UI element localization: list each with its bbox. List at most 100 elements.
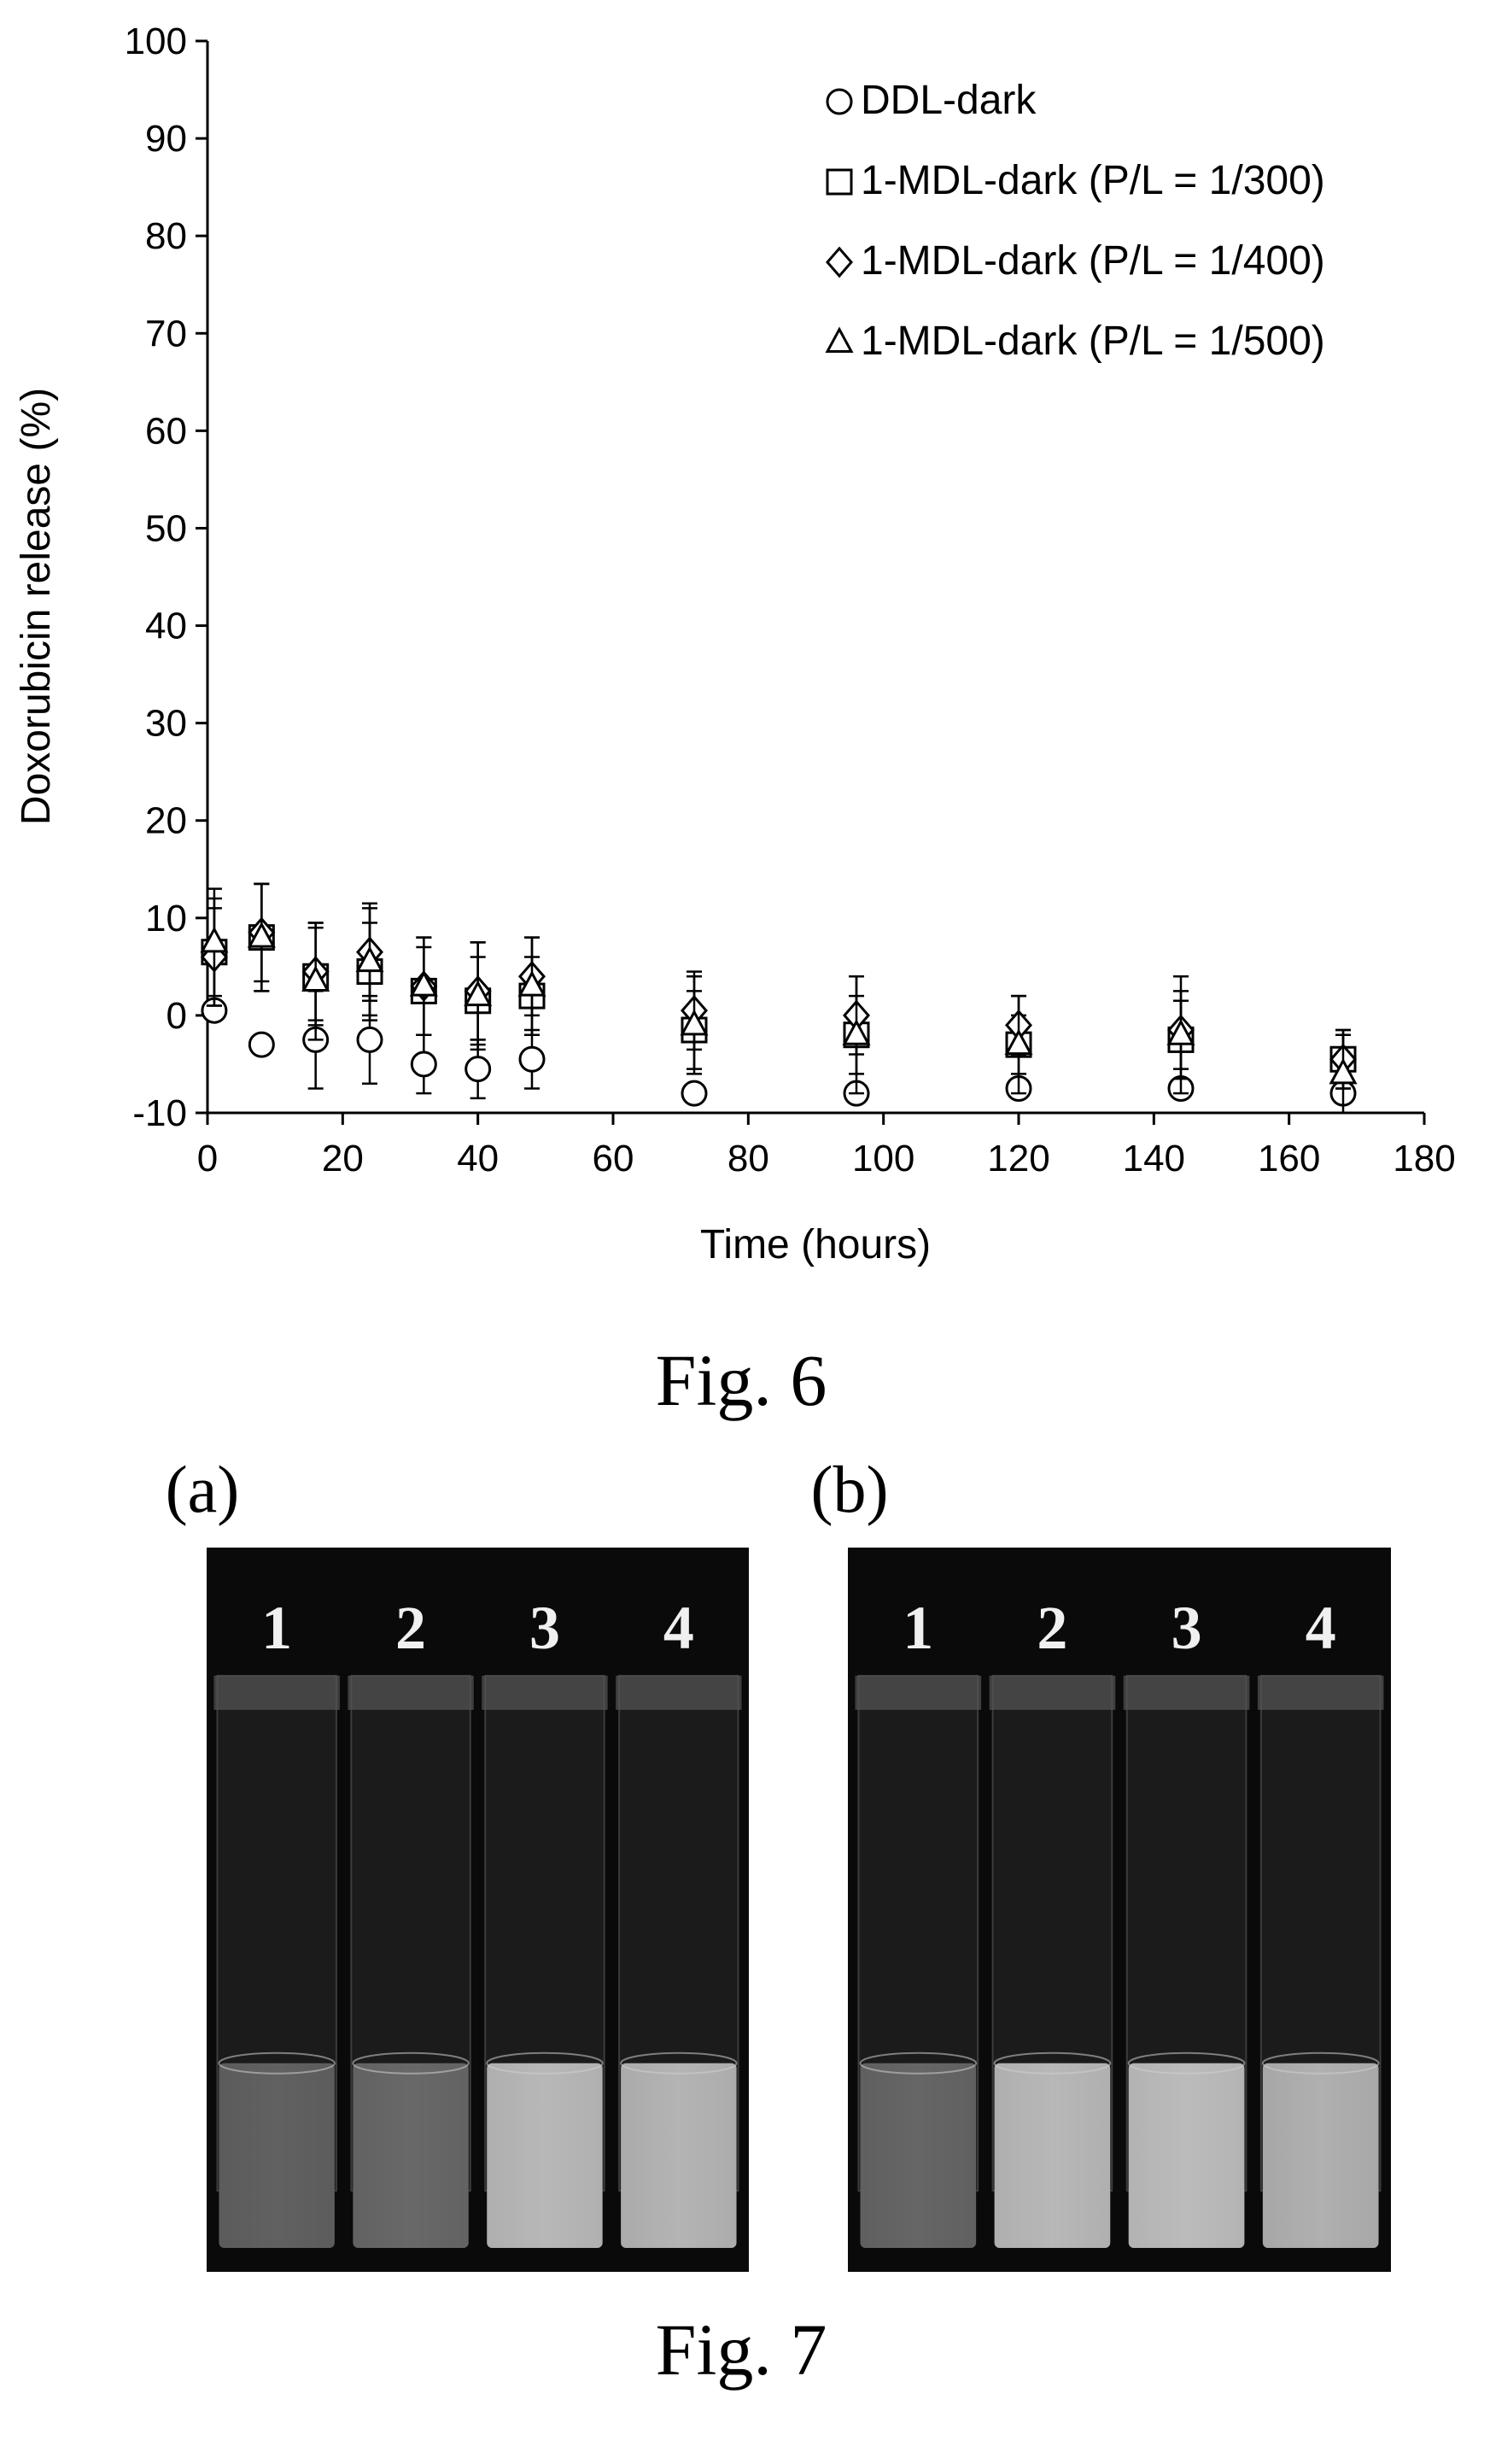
tube-3: 3 <box>1123 1594 1250 2249</box>
tube-liquid-glow <box>1262 2063 1379 2249</box>
tube-number-label: 2 <box>1037 1594 1067 1662</box>
tube-liquid-glow <box>1128 2063 1245 2249</box>
tube-rim <box>348 1676 474 1710</box>
legend-item: 1-MDL-dark (P/L = 1/500) <box>825 319 1325 364</box>
photo-panel-a: 1 2 3 4 <box>207 1548 749 2272</box>
tube-meniscus <box>993 2051 1112 2075</box>
tube-2: 2 <box>348 1594 474 2249</box>
y-tick-label: 30 <box>145 703 187 745</box>
data-point-circle <box>410 1051 437 1078</box>
tube-rim <box>989 1676 1116 1710</box>
y-tick-label: 10 <box>145 898 187 939</box>
x-tick-label: 180 <box>1393 1138 1455 1179</box>
x-axis-ticks: 0 20 40 60 80 100 120 140 160 180 <box>197 1113 1456 1179</box>
fig6-caption: Fig. 6 <box>656 1339 827 1421</box>
legend-marker-triangle <box>825 326 854 353</box>
x-tick-label: 0 <box>197 1138 218 1179</box>
legend-item: 1-MDL-dark (P/L = 1/400) <box>826 238 1325 284</box>
y-tick-label: 70 <box>145 313 187 354</box>
tube-4: 4 <box>1257 1594 1384 2249</box>
legend-label: 1-MDL-dark (P/L = 1/300) <box>861 158 1325 203</box>
x-tick-label: 80 <box>727 1138 769 1179</box>
tube-number-label: 3 <box>1172 1594 1202 1662</box>
panel-b-label: (b) <box>811 1452 889 1526</box>
tube-liquid-glow <box>860 2063 977 2249</box>
tube-meniscus <box>1127 2051 1246 2075</box>
x-tick-label: 20 <box>322 1138 364 1179</box>
x-tick-label: 40 <box>457 1138 499 1179</box>
tube-liquid-glow <box>487 2063 603 2249</box>
y-tick-label: 80 <box>145 215 187 257</box>
data-point-circle <box>248 1031 275 1058</box>
x-tick-label: 140 <box>1123 1138 1185 1179</box>
tube-number-label: 3 <box>529 1594 560 1662</box>
tube-meniscus <box>486 2051 604 2075</box>
tube-number-label: 2 <box>395 1594 426 1662</box>
data-point-circle <box>465 1056 492 1083</box>
data-point-circle <box>681 1080 708 1107</box>
y-tick-label: 50 <box>145 507 187 549</box>
tube-rim <box>1123 1676 1250 1710</box>
y-tick-label: -10 <box>132 1092 187 1134</box>
series-triangle <box>200 882 1358 1115</box>
series-diamond <box>200 882 1357 1090</box>
x-tick-label: 60 <box>593 1138 634 1179</box>
data-point-circle <box>356 1026 383 1053</box>
legend-marker-square <box>826 168 853 196</box>
panel-a-label: (a) <box>166 1452 240 1526</box>
data-point-triangle <box>200 926 229 953</box>
legend-marker-diamond <box>826 246 853 278</box>
data-point-triangle <box>1004 1028 1033 1056</box>
data-point-triangle <box>247 922 276 948</box>
tube-number-label: 1 <box>261 1594 292 1662</box>
data-point-triangle <box>842 1019 871 1045</box>
y-tick-label: 20 <box>145 800 187 842</box>
data-point-triangle <box>1166 1019 1195 1045</box>
tube-meniscus <box>352 2051 470 2075</box>
tube-1: 1 <box>213 1594 340 2249</box>
legend-label: DDL-dark <box>861 78 1037 123</box>
tube-liquid-glow <box>621 2063 737 2249</box>
y-axis-label: Doxorubicin release (%) <box>14 388 59 825</box>
legend-marker-circle <box>826 88 853 115</box>
legend-label: 1-MDL-dark (P/L = 1/400) <box>861 238 1325 284</box>
tube-rim <box>616 1676 742 1710</box>
series-square <box>201 882 1357 1090</box>
tube-2: 2 <box>989 1594 1116 2249</box>
data-point-triangle <box>409 970 438 997</box>
tube-rim <box>855 1676 982 1710</box>
tube-meniscus <box>1261 2051 1380 2075</box>
tube-meniscus <box>218 2051 336 2075</box>
y-axis-ticks: -10 0 10 20 30 40 50 60 70 80 90 100 <box>125 20 207 1134</box>
data-point-triangle <box>517 970 546 997</box>
tube-number-label: 4 <box>663 1594 694 1662</box>
fig7-caption: Fig. 7 <box>656 2309 827 2391</box>
tube-meniscus <box>620 2051 738 2075</box>
tube-meniscus <box>859 2051 978 2075</box>
data-point-triangle <box>301 965 330 992</box>
x-tick-label: 120 <box>987 1138 1049 1179</box>
y-tick-label: 60 <box>145 410 187 452</box>
data-point-triangle <box>464 980 493 1007</box>
data-point-triangle <box>355 945 384 973</box>
y-tick-label: 90 <box>145 118 187 160</box>
tube-liquid-glow <box>994 2063 1111 2249</box>
tube-liquid-glow <box>353 2063 469 2249</box>
y-tick-label: 100 <box>125 20 187 62</box>
tube-rim <box>213 1676 340 1710</box>
y-tick-label: 0 <box>167 995 187 1037</box>
x-axis-label: Time (hours) <box>700 1222 931 1267</box>
tube-number-label: 1 <box>903 1594 933 1662</box>
tube-liquid-glow <box>219 2063 335 2249</box>
y-tick-label: 40 <box>145 606 187 647</box>
legend-item: 1-MDL-dark (P/L = 1/300) <box>826 158 1325 203</box>
data-point-triangle <box>680 1009 709 1036</box>
x-tick-label: 160 <box>1258 1138 1320 1179</box>
tube-rim <box>1257 1676 1384 1710</box>
tube-1: 1 <box>855 1594 982 2249</box>
data-point-circle <box>518 1045 546 1073</box>
tube-number-label: 4 <box>1306 1594 1336 1662</box>
chart-legend: DDL-dark 1-MDL-dark (P/L = 1/300) 1-MDL-da… <box>825 78 1325 364</box>
